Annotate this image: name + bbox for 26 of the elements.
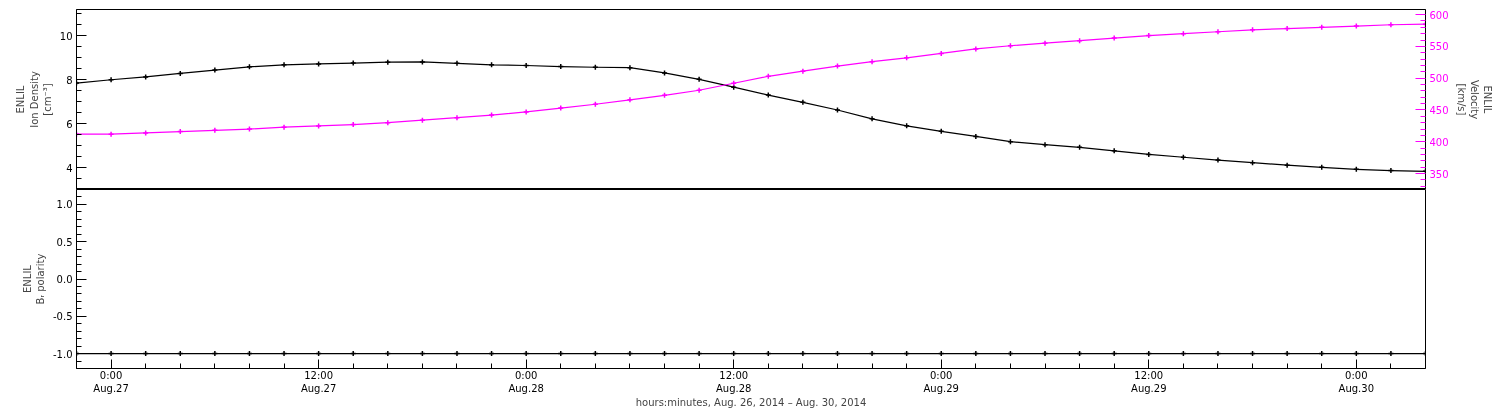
y2-tick-label: 550 (1429, 41, 1449, 53)
y2-axis-title: ENLIL Velocity [km/s] (1455, 79, 1493, 120)
y-tick-label: 8 (66, 74, 73, 86)
y-axis-title: ENLIL Ion Density [cm⁻³] (15, 71, 53, 128)
y-tick-label: 1.0 (56, 199, 73, 211)
x-axis-title: hours:minutes, Aug. 26, 2014 – Aug. 30, 2014 (635, 396, 867, 408)
x-tick-label: 0:00 Aug.29 (923, 369, 959, 394)
x-tick-label: 0:00 Aug.28 (508, 369, 544, 394)
y2-tick-label: 400 (1429, 136, 1449, 148)
y-tick-label: 0.0 (56, 274, 73, 285)
y2-tick-label: 350 (1429, 168, 1449, 180)
x-tick-label: 12:00 Aug.28 (715, 369, 752, 394)
y-tick-label: 6 (66, 118, 73, 130)
y2-tick-label: 450 (1429, 104, 1449, 116)
y-tick-label: 4 (66, 162, 73, 174)
y-tick-label: 0.5 (56, 236, 73, 248)
y2-tick-label: 600 (1429, 9, 1449, 21)
y2-tick-label: 500 (1429, 73, 1449, 85)
x-tick-label: 12:00 Aug.29 (1131, 369, 1167, 394)
y-tick-label: 10 (59, 30, 73, 42)
y-tick-label: -1.0 (52, 348, 73, 360)
x-tick-label: 0:00 Aug.30 (1338, 369, 1375, 394)
x-tick-label: 0:00 Aug.27 (93, 369, 129, 394)
y-tick-label: -0.5 (52, 311, 73, 323)
x-tick-label: 12:00 Aug.27 (300, 369, 337, 394)
y-axis-title: ENLIL Bᵣ polarity (21, 253, 46, 305)
